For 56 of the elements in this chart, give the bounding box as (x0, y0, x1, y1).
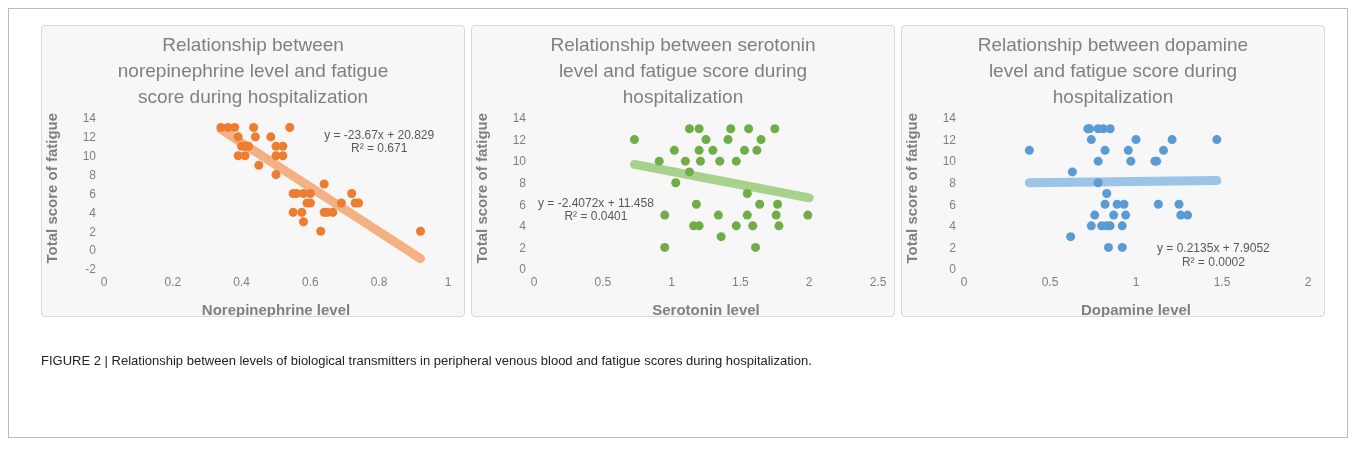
x-tick-label: 1 (1132, 274, 1140, 289)
x-tick-label: 1.5 (732, 274, 750, 289)
y-tick-label: 4 (519, 219, 527, 234)
annotation: y = 0.2135x + 7.9052 (1157, 240, 1271, 255)
annotation: R² = 0.0002 (1181, 254, 1246, 269)
caption: FIGURE 2 | Relationship between levels of biological transmitters in peripheral venous blood and fatigue scores during hospitalization. (41, 353, 813, 368)
y-tick-label: 12 (942, 132, 957, 147)
chart-title: Relationship between serotonin level and fatigue score during hospitalization (549, 33, 817, 109)
annotation: y = -23.67x + 20.829 (324, 128, 435, 143)
y-tick-label: 10 (942, 154, 957, 169)
y-tick-label: 4 (89, 205, 97, 220)
y-tick-label: 8 (89, 167, 97, 182)
x-tick-label: 0.4 (233, 274, 251, 289)
x-tick-label: 0 (100, 274, 108, 289)
y-tick-label: 0 (89, 243, 97, 258)
x-tick-label: 0.6 (302, 274, 320, 289)
y-tick-label: 12 (512, 132, 527, 147)
y-tick-label: 2 (89, 224, 97, 239)
chart-title: Relationship between dopamine level and fatigue score during hospitalization (976, 33, 1250, 109)
y-tick-label: 14 (82, 111, 97, 126)
x-tick-label: 1 (444, 274, 452, 289)
y-axis-title: Total score of fatigue (43, 112, 61, 264)
y-axis-title: Total score of fatigue (473, 112, 491, 264)
y-tick-label: 8 (519, 175, 527, 190)
y-tick-label: 0 (519, 262, 527, 277)
y-tick-label: 14 (942, 111, 957, 126)
x-tick-label: 0.5 (594, 274, 612, 289)
y-tick-label: 4 (949, 219, 957, 234)
x-tick-label: 1.5 (1213, 274, 1231, 289)
chart-title: Relationship between norepinephrine level and fatigue score during hospitalization (116, 33, 390, 109)
y-tick-label: 2 (519, 240, 527, 255)
y-tick-label: 6 (519, 197, 527, 212)
y-tick-label: 2 (949, 240, 957, 255)
annotation: R² = 0.671 (351, 141, 408, 156)
annotation: R² = 0.0401 (564, 209, 628, 224)
x-tick-label: 0.5 (1041, 274, 1059, 289)
y-tick-label: -2 (85, 262, 97, 277)
x-axis-title: Serotonin level (652, 301, 760, 318)
y-tick-label: 14 (512, 111, 527, 126)
y-tick-label: 6 (89, 186, 97, 201)
x-tick-label: 0 (960, 274, 968, 289)
x-tick-label: 1 (668, 274, 676, 289)
y-tick-label: 10 (512, 154, 527, 169)
y-tick-label: 0 (949, 262, 957, 277)
y-tick-label: 10 (82, 149, 97, 164)
x-tick-label: 0.2 (164, 274, 182, 289)
x-tick-label: 0.8 (370, 274, 388, 289)
y-axis-title: Total score of fatigue (903, 112, 921, 264)
y-tick-label: 6 (949, 197, 957, 212)
y-tick-label: 12 (82, 130, 97, 145)
y-tick-label: 8 (949, 175, 957, 190)
x-tick-label: 2.5 (869, 274, 887, 289)
x-tick-label: 0 (530, 274, 538, 289)
x-tick-label: 2 (1304, 274, 1312, 289)
x-tick-label: 2 (805, 274, 813, 289)
annotation: y = -2.4072x + 11.458 (537, 196, 655, 211)
